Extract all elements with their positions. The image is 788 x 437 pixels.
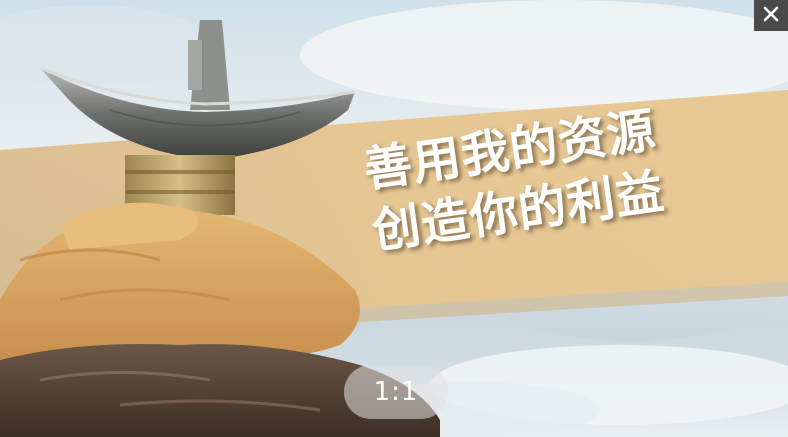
close-icon	[763, 6, 779, 26]
close-button[interactable]	[754, 0, 788, 31]
zoom-1-1-button[interactable]: 1:1	[344, 365, 448, 419]
